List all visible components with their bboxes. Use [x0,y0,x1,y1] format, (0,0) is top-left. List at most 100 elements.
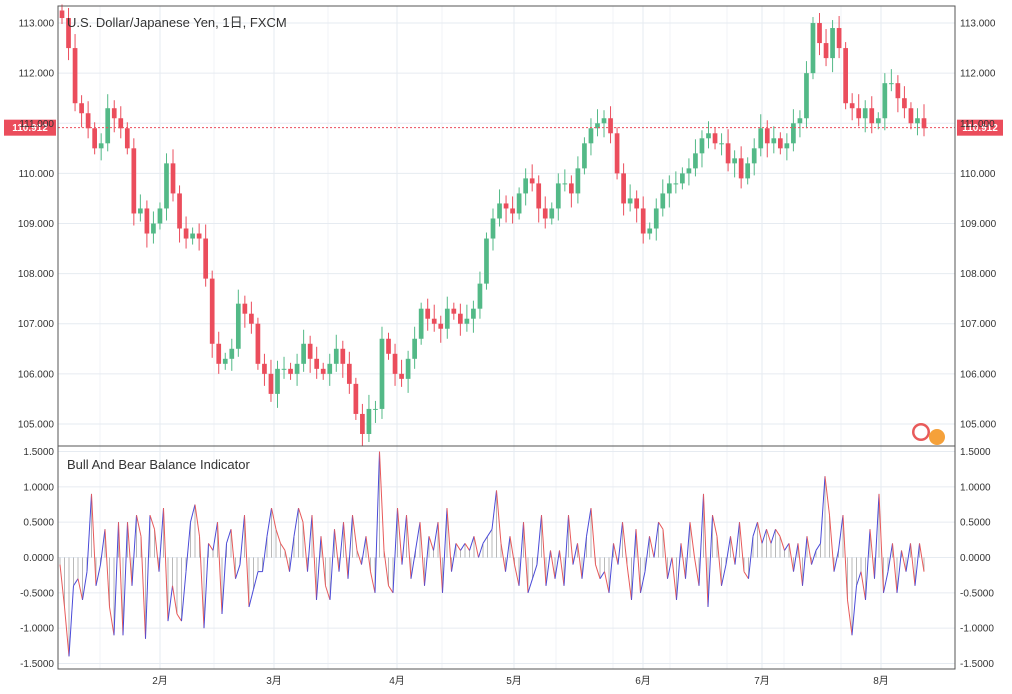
bear-segment [343,522,349,579]
candle-up [915,118,920,124]
bull-segment [239,515,245,565]
y-tick-label-left: 110.000 [19,169,55,180]
candle-down [536,183,542,209]
bear-segment [694,557,700,586]
candle-down [72,48,78,104]
bear-segment [163,508,169,622]
y-tick-label-left: 105.000 [18,419,55,430]
bull-segment [505,536,511,572]
bull-segment [617,522,623,565]
bull-segment [734,522,740,565]
bull-segment [424,536,430,586]
candle-up [444,308,450,329]
bear-segment [712,515,718,537]
bear-segment [860,571,866,600]
candle-up [666,183,672,194]
candle-up [281,368,287,370]
bear-segment [509,536,515,565]
candle-down [608,118,613,134]
bull-segment [347,515,353,579]
bear-segment [118,522,124,636]
bull-segment [226,529,232,544]
candle-down [843,48,848,104]
bull-segment [293,507,299,537]
candle-up [379,338,385,409]
indicator-stems [59,451,925,657]
bull-segment [460,543,466,551]
bear-segment [613,543,619,565]
candle-up [882,83,888,119]
bear-segment [406,515,412,579]
bull-segment [212,522,218,551]
candle-down [124,128,130,149]
candle-up [333,348,339,364]
candle-up [771,138,777,144]
bear-segment [878,493,884,593]
bear-segment [59,564,65,608]
ind-y-tick-label-right: 0.0000 [960,553,991,564]
y-tick-label-right: 112.000 [960,69,996,80]
y-tick-label-left: 112.000 [19,69,55,80]
bull-segment [770,529,776,544]
candle-up [294,363,300,374]
bear-segment [658,521,664,530]
candle-down [438,323,444,329]
price-line: 110.912 110.912 [4,119,1003,136]
bull-segment [698,493,704,586]
bear-segment [356,550,362,565]
bear-segment [766,529,772,544]
bull-segment [581,536,587,579]
candle-up [366,408,372,434]
candle-up [797,118,803,124]
candle-down [569,183,574,194]
bull-segment [833,550,839,572]
bear-segment [383,550,389,586]
candle-up [830,28,835,59]
bear-segment [622,522,628,565]
bear-segment [64,606,70,657]
bull-segment [572,543,578,565]
bull-segment [905,543,911,572]
bear-segment [635,529,641,593]
bull-segment [82,571,88,600]
candle-up [405,358,411,379]
candle-up [706,133,711,139]
bull-segment [338,522,344,572]
candle-up [549,208,555,219]
bull-segment [707,515,713,607]
candle-up [575,168,581,194]
y-tick-label-left: 108.000 [18,269,55,280]
bear-segment [91,493,97,586]
bear-segment [419,522,425,586]
candle-up [601,118,607,124]
candle-down [216,343,222,364]
bull-segment [811,550,817,565]
candle-up [229,348,235,359]
candle-down [92,128,98,149]
flag-icon[interactable] [912,423,945,445]
candle-down [262,363,267,374]
bear-segment [824,476,830,516]
bear-segment [523,522,529,593]
ind-y-tick-label-right: 1.5000 [960,447,991,458]
candle-down [503,203,509,209]
x-tick-label: 4月 [389,675,405,687]
candle-up [627,198,633,204]
candle-up [151,223,156,234]
ind-y-tick-label-left: -1.5000 [20,659,54,670]
ind-y-tick-label-right: 0.5000 [960,518,991,529]
candle-up [98,143,104,149]
bull-segment [122,522,128,636]
bull-segment [185,522,191,572]
candle-down [902,98,907,109]
labels: 2月 3月 4月 5月 6月 7月 8月 113.000 113.000 112.000 112.0… [18,15,997,687]
bull-segment [563,515,569,586]
candle-down [346,363,352,384]
candle-up [875,118,881,124]
bull-segment [113,522,119,636]
bull-segment [316,536,322,600]
candle-up [484,238,489,284]
candle-up [555,183,561,209]
bull-segment [914,543,920,586]
bear-segment [77,578,83,600]
